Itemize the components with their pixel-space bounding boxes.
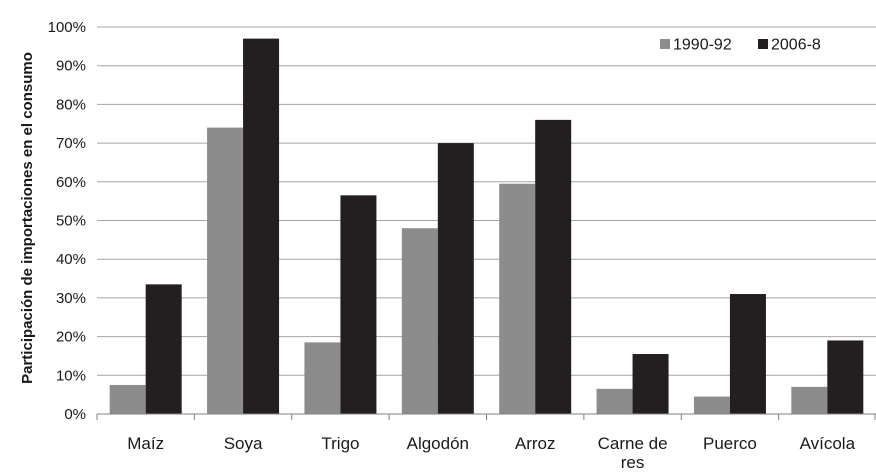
legend-swatch-1990-92 <box>660 39 670 49</box>
x-tick-label: Algodón <box>407 434 469 453</box>
bar-2006-8-Algodón <box>437 143 474 414</box>
y-tick-label: 70% <box>56 135 86 152</box>
legend-swatch-2006-8 <box>758 39 768 49</box>
bar-2006-8-Trigo <box>340 195 377 414</box>
bar-1990-92-Soya <box>207 127 244 415</box>
bar-1990-92-Carne de res <box>596 388 633 414</box>
bar-1990-92-Arroz <box>499 183 536 414</box>
y-axis-label: Participación de importaciones en el con… <box>19 52 36 384</box>
bar-1990-92-Avícola <box>791 386 828 414</box>
bar-1990-92-Maíz <box>109 384 146 414</box>
y-tick-label: 90% <box>56 58 86 75</box>
x-axis-ticks: Maíz Soya Trigo Algodón Arroz Carne de res Puer… <box>96 414 876 472</box>
legend: 1990-92 2006-8 <box>660 37 821 54</box>
bar-1990-92-Trigo <box>304 342 341 414</box>
y-axis-ticks: 0% 10% 20% 30% 40% 50% 60% 70% 80% 90% 100% <box>48 19 86 423</box>
bars <box>109 38 864 415</box>
x-tick-label: Soya <box>224 434 263 453</box>
y-tick-label: 40% <box>56 251 86 268</box>
y-tick-label: 20% <box>56 329 86 346</box>
x-tick-label: Carne de res <box>598 434 668 472</box>
y-tick-label: 50% <box>56 213 86 230</box>
x-tick-label: Maíz <box>127 434 164 453</box>
bar-2006-8-Puerco <box>729 294 766 414</box>
x-tick-label: Avícola <box>800 434 856 453</box>
bar-2006-8-Soya <box>243 38 280 415</box>
x-tick-label: Trigo <box>321 434 359 453</box>
bar-2006-8-Carne de res <box>632 354 669 414</box>
y-tick-label: 0% <box>64 406 86 423</box>
y-tick-label: 30% <box>56 290 86 307</box>
y-tick-label: 60% <box>56 174 86 191</box>
legend-label-2006-8: 2006-8 <box>771 37 821 54</box>
y-tick-label: 100% <box>48 19 86 36</box>
bar-1990-92-Algodón <box>401 228 438 414</box>
x-tick-label: Arroz <box>515 434 556 453</box>
bar-2006-8-Maíz <box>145 284 182 414</box>
bar-2006-8-Arroz <box>535 119 572 414</box>
bar-1990-92-Puerco <box>693 396 730 414</box>
bar-2006-8-Avícola <box>827 340 864 414</box>
y-tick-label: 10% <box>56 367 86 384</box>
y-tick-label: 80% <box>56 96 86 113</box>
legend-label-1990-92: 1990-92 <box>673 37 732 54</box>
x-tick-label: Puerco <box>703 434 757 453</box>
